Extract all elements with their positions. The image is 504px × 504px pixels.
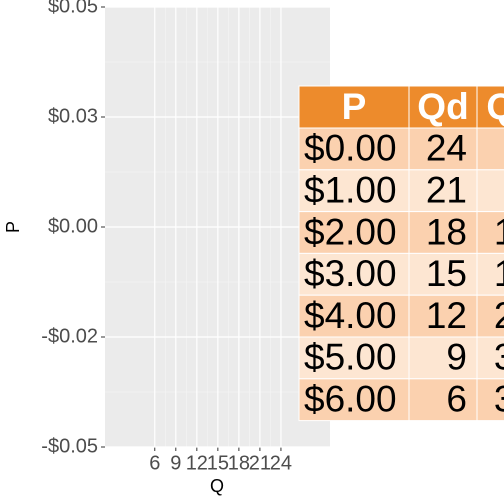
table-header-cell (476, 85, 504, 129)
table-cell-bg (476, 378, 504, 422)
table-cell: 36 (494, 378, 504, 419)
table-cell: $4.00 (304, 295, 397, 336)
table-header: Qd (417, 86, 468, 127)
table-cell: 12 (426, 295, 467, 336)
table-cell: 6 (446, 378, 467, 419)
table-header: Qs (486, 86, 504, 127)
table-cell-bg (476, 169, 504, 213)
x-tick-label: 12 (186, 452, 208, 474)
x-tick-label: 9 (170, 452, 181, 474)
table-cell-bg (298, 127, 410, 171)
table-cell-bg (476, 294, 504, 338)
table-cell-bg (298, 294, 410, 338)
y-tick-label: $0.03 (48, 105, 98, 127)
x-tick-label: 18 (228, 452, 250, 474)
table-cell-bg (476, 252, 504, 296)
table-cell-bg (298, 378, 410, 422)
table-cell: $6.00 (304, 378, 397, 419)
y-tick-label: -$0.05 (41, 435, 98, 457)
y-tick-label: $0.00 (48, 215, 98, 237)
table-header: P (342, 86, 367, 127)
table-cell: 24 (426, 128, 467, 169)
table-header-cell (298, 85, 410, 129)
table-cell: $3.00 (304, 253, 397, 294)
table-cell: 15 (426, 253, 467, 294)
table-cell-bg (298, 169, 410, 213)
table-cell-bg (476, 127, 504, 171)
table-cell: 21 (426, 169, 467, 210)
table-cell-bg (408, 211, 478, 254)
y-tick-label: $0.05 (48, 0, 98, 17)
x-tick-label: 6 (149, 452, 160, 474)
table-cell: $1.00 (304, 169, 397, 210)
x-tick-label: 21 (249, 452, 271, 474)
table-cell-bg (298, 252, 410, 296)
x-axis-title: Q (210, 476, 224, 496)
table-cell: 30 (494, 337, 504, 378)
table-cell-bg (298, 336, 410, 380)
table-cell: 24 (494, 295, 504, 336)
x-tick-label: 15 (207, 452, 229, 474)
table-cell-bg (408, 378, 478, 422)
table-cell: 18 (426, 211, 467, 252)
table-cell-bg (408, 252, 478, 296)
table-cell-bg (408, 169, 478, 213)
table-cell: 12 (494, 211, 504, 252)
table-cell: $5.00 (304, 337, 397, 378)
table-cell-bg (476, 211, 504, 254)
table-cell-bg (298, 211, 410, 254)
y-tick-label: -$0.02 (41, 325, 98, 347)
table-cell: $0.00 (304, 128, 397, 169)
y-axis-title: P (3, 221, 23, 233)
x-tick-label: 24 (270, 452, 292, 474)
table-cell: 18 (494, 253, 504, 294)
table-cell: 9 (446, 337, 467, 378)
table-cell-bg (476, 336, 504, 380)
table-cell: $2.00 (304, 211, 397, 252)
